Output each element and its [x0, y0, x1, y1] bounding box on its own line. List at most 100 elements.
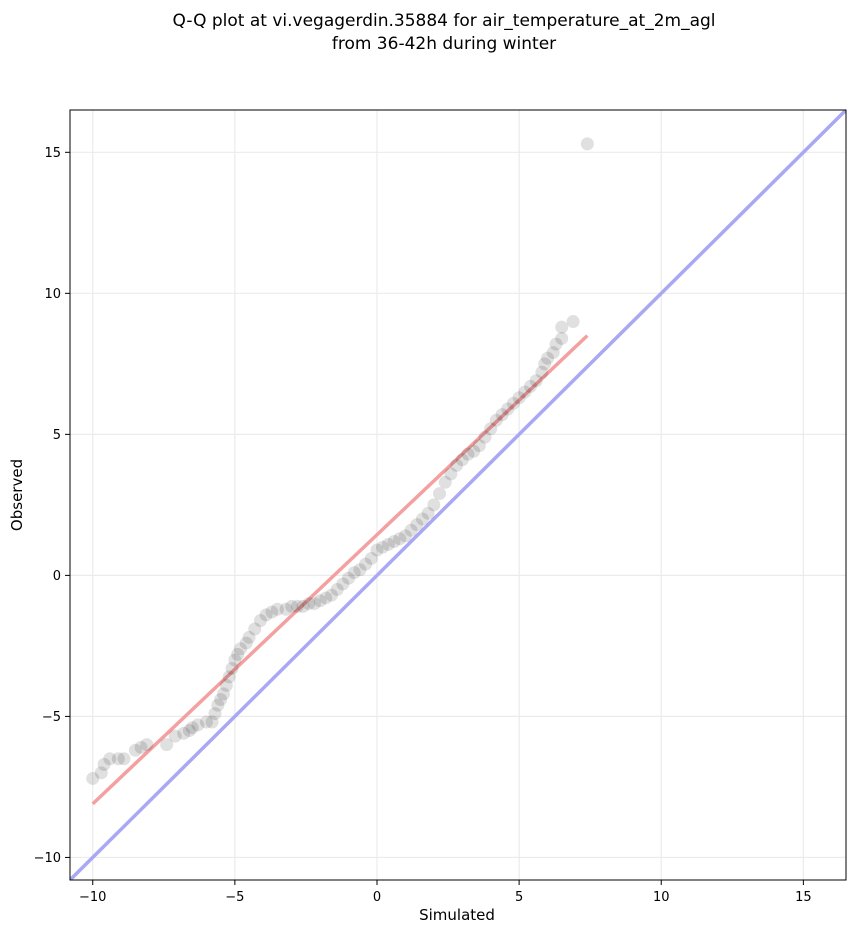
data-point	[410, 518, 424, 532]
data-point	[134, 740, 148, 754]
data-point	[185, 721, 199, 735]
x-axis-label: Simulated	[419, 906, 495, 924]
data-point	[86, 771, 100, 785]
data-point	[265, 605, 279, 619]
data-point	[191, 718, 205, 732]
grid-lines	[70, 110, 846, 880]
data-point	[279, 602, 293, 616]
data-point	[506, 396, 520, 410]
data-point	[111, 752, 125, 766]
data-point	[168, 729, 182, 743]
data-point	[242, 630, 256, 644]
data-point	[228, 653, 242, 667]
data-point	[319, 591, 333, 605]
data-point	[404, 523, 418, 537]
data-point	[484, 422, 498, 436]
y-tick-label: −5	[42, 710, 61, 725]
data-point	[225, 661, 239, 675]
data-point	[489, 413, 503, 427]
data-point	[271, 602, 285, 616]
data-point	[541, 351, 555, 365]
data-point	[495, 408, 509, 422]
data-point	[535, 365, 549, 379]
data-point	[450, 458, 464, 472]
data-point	[359, 557, 373, 571]
data-point	[518, 385, 532, 399]
data-point	[208, 707, 222, 721]
x-tick-label: 15	[795, 890, 812, 905]
data-point	[97, 757, 111, 771]
y-tick-label: 10	[44, 287, 61, 302]
data-point	[128, 743, 142, 757]
data-point	[376, 540, 390, 554]
x-tick-label: −10	[79, 890, 106, 905]
data-point	[325, 588, 339, 602]
data-point	[302, 597, 316, 611]
data-point	[427, 498, 441, 512]
data-point	[444, 467, 458, 481]
data-point	[370, 543, 384, 557]
reference-lines	[70, 110, 846, 880]
data-point	[296, 599, 310, 613]
data-point	[182, 724, 196, 738]
data-point	[538, 357, 552, 371]
data-point	[438, 475, 452, 489]
data-point	[364, 551, 378, 565]
data-point	[211, 698, 225, 712]
data-point	[472, 439, 486, 453]
data-point	[555, 331, 569, 345]
data-point	[103, 752, 117, 766]
data-points	[86, 137, 594, 785]
data-point	[307, 597, 321, 611]
data-point	[231, 647, 245, 661]
y-tick-label: 15	[44, 146, 61, 161]
fit-line	[91, 334, 589, 806]
data-point	[580, 137, 594, 151]
data-point	[549, 337, 563, 351]
data-point	[461, 447, 475, 461]
data-point	[467, 444, 481, 458]
plot-frame	[69, 109, 847, 881]
data-point	[347, 566, 361, 580]
data-point	[239, 636, 253, 650]
data-point	[546, 346, 560, 360]
y-tick-label: 0	[53, 569, 61, 584]
data-point	[290, 599, 304, 613]
data-point	[387, 535, 401, 549]
data-point	[415, 512, 429, 526]
data-point	[330, 582, 344, 596]
data-point	[313, 594, 327, 608]
data-point	[94, 766, 108, 780]
data-point	[216, 687, 230, 701]
data-point	[285, 599, 299, 613]
data-point	[529, 374, 543, 388]
data-point	[455, 453, 469, 467]
data-point	[117, 752, 131, 766]
data-point	[234, 642, 248, 656]
data-point	[253, 614, 267, 628]
data-point	[512, 391, 526, 405]
identity-line	[70, 110, 846, 880]
chart-title-line-2: from 36-42h during winter	[332, 34, 556, 54]
x-tick-label: −5	[225, 890, 244, 905]
data-point	[336, 577, 350, 591]
x-tick-label: 0	[373, 890, 381, 905]
data-point	[523, 379, 537, 393]
data-point	[248, 622, 262, 636]
data-point	[381, 537, 395, 551]
chart-title-line-1: Q-Q plot at vi.vegagerdin.35884 for air_…	[172, 11, 715, 31]
data-point	[199, 715, 213, 729]
data-point	[433, 487, 447, 501]
y-tick-label: −10	[34, 851, 61, 866]
data-point	[342, 571, 356, 585]
x-tick-label: 10	[653, 890, 670, 905]
data-point	[398, 529, 412, 543]
data-point	[353, 563, 367, 577]
data-point	[555, 320, 569, 334]
data-point	[160, 738, 174, 752]
y-tick-label: 5	[53, 428, 61, 443]
data-point	[177, 726, 191, 740]
data-point	[219, 678, 233, 692]
x-ticks: −10 −5 0 5 10 15	[79, 880, 812, 905]
